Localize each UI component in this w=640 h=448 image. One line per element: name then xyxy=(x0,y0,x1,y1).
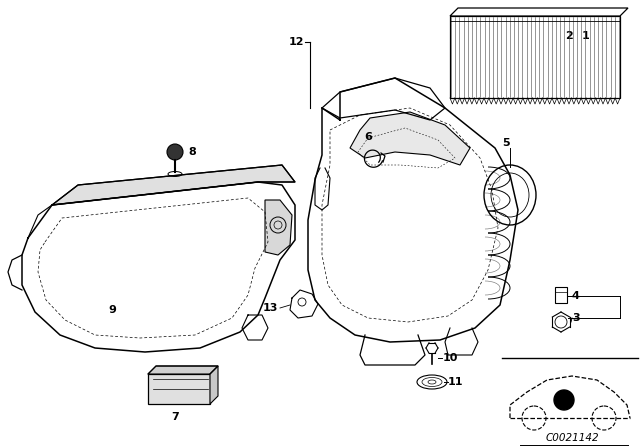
Bar xyxy=(555,287,567,303)
Circle shape xyxy=(167,144,183,160)
Text: 4: 4 xyxy=(572,291,580,301)
Polygon shape xyxy=(52,165,295,205)
Bar xyxy=(148,374,210,404)
Polygon shape xyxy=(350,112,470,165)
Text: 2: 2 xyxy=(565,31,573,41)
Polygon shape xyxy=(450,8,628,16)
Text: 7: 7 xyxy=(171,412,179,422)
Text: 12: 12 xyxy=(289,37,304,47)
Bar xyxy=(450,16,620,98)
Text: 3: 3 xyxy=(572,313,580,323)
Text: 5: 5 xyxy=(502,138,510,148)
Text: 13: 13 xyxy=(262,303,278,313)
Text: 10: 10 xyxy=(443,353,458,363)
Text: 8: 8 xyxy=(188,147,196,157)
Polygon shape xyxy=(148,366,218,374)
Text: C0021142: C0021142 xyxy=(545,433,599,443)
Polygon shape xyxy=(265,200,292,255)
Text: 11: 11 xyxy=(448,377,463,387)
Polygon shape xyxy=(210,366,218,404)
Text: 9: 9 xyxy=(108,305,116,315)
Text: 6: 6 xyxy=(364,132,372,142)
Circle shape xyxy=(554,390,574,410)
Text: 1: 1 xyxy=(582,31,589,41)
